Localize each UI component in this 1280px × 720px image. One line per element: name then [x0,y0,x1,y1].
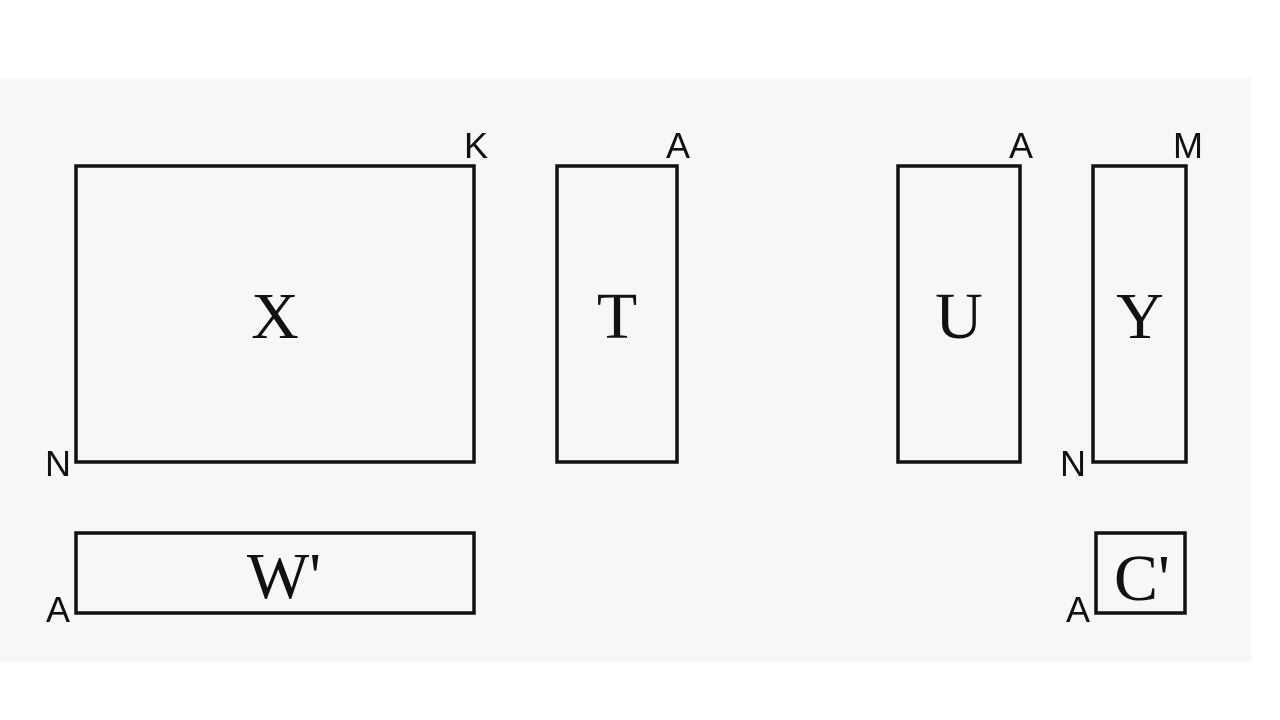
matrix-y-side-dim: N [1060,443,1086,484]
matrix-x: X K N [45,125,488,484]
matrix-y-top-dim: M [1173,125,1203,166]
matrix-c-prime-label: C' [1114,542,1170,615]
matrix-u-label: U [935,280,983,353]
matrix-x-label: X [251,280,299,353]
matrix-u: U A [898,125,1033,462]
matrix-t-label: T [597,280,637,353]
matrix-y-label: Y [1116,280,1164,353]
matrix-t-top-dim: A [666,125,690,166]
matrix-y: Y M N [1060,125,1203,484]
matrix-w-prime-side-dim: A [46,589,70,630]
matrix-c-prime-side-dim: A [1066,589,1090,630]
matrix-t: T A [557,125,690,462]
matrix-c-prime: C' A [1066,533,1185,630]
matrix-w-prime: W' A [46,533,474,630]
matrix-w-prime-label: W' [247,540,321,613]
matrix-u-top-dim: A [1009,125,1033,166]
matrix-x-top-dim: K [464,125,488,166]
matrix-x-side-dim: N [45,443,71,484]
